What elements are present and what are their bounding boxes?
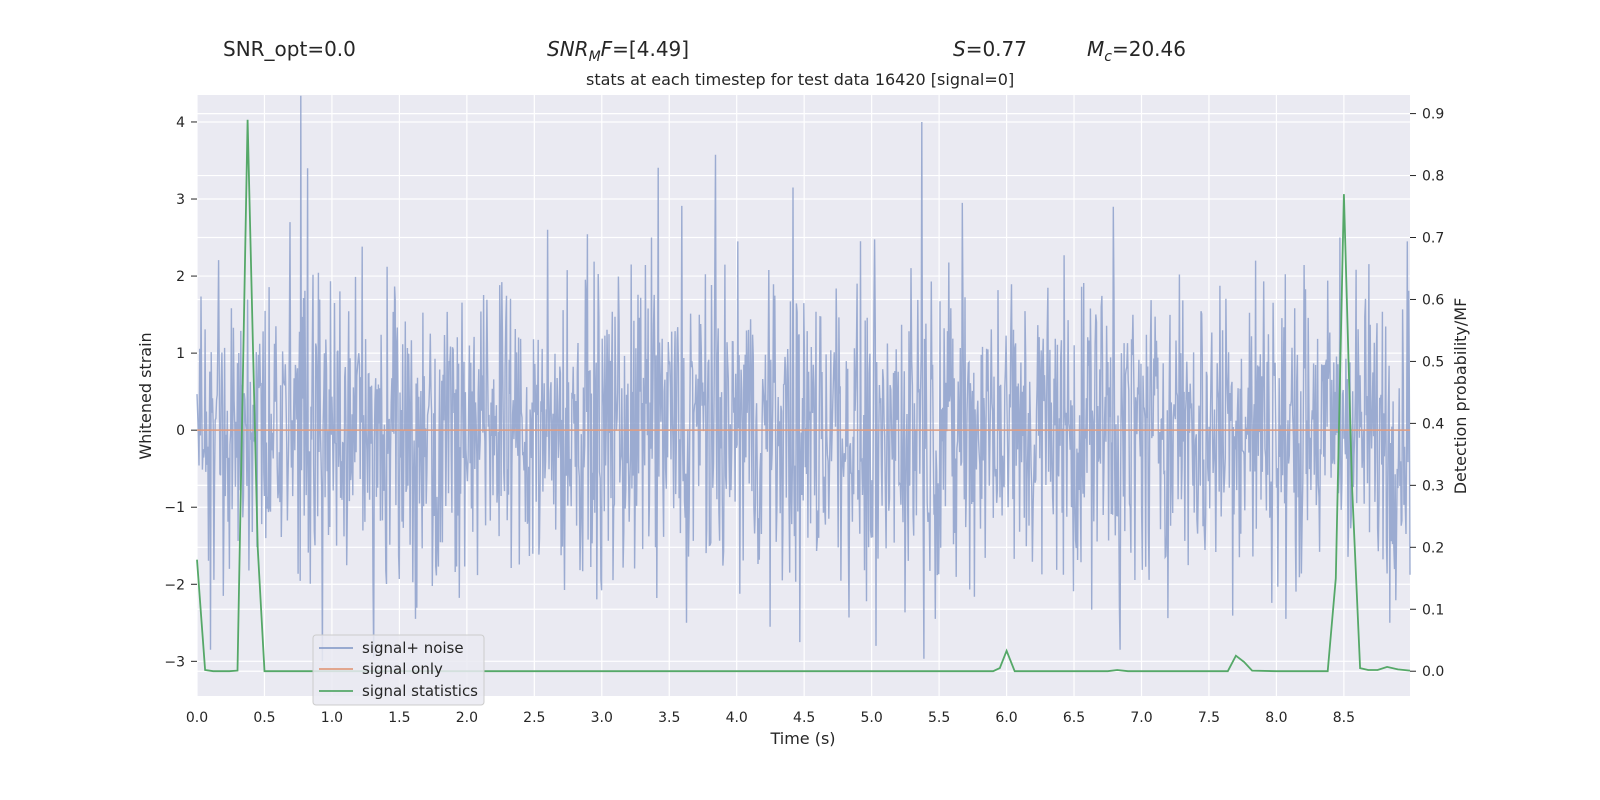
series-signal-statistics [196, 119, 1411, 673]
x-tick-label: 5.0 [861, 710, 883, 726]
y-tick-label: 2 [176, 269, 185, 285]
x-axis-label: Time (s) [769, 729, 835, 748]
x-tick-label: 2.0 [456, 710, 478, 726]
chart-title: stats at each timestep for test data 164… [586, 70, 1015, 89]
y-tick-label: 4 [176, 115, 185, 131]
x-tick-label: 4.0 [726, 710, 748, 726]
y2-tick-label: 0.0 [1422, 664, 1444, 680]
x-tick-label: 1.0 [321, 710, 343, 726]
y-tick-label: 0 [176, 423, 185, 439]
y-tick-label: −2 [164, 577, 185, 593]
x-tick-label: 8.5 [1333, 710, 1355, 726]
snr-mf-label: SNRMF=[4.49] [547, 37, 690, 65]
y2-tick-label: 0.3 [1422, 478, 1444, 494]
y2-axis-label: Detection probability/MF [1451, 298, 1470, 495]
x-tick-label: 6.0 [995, 710, 1017, 726]
y-tick-label: 1 [176, 346, 185, 362]
y2-tick-label: 0.8 [1422, 169, 1444, 185]
legend-label-signal-noise: signal+ noise [362, 639, 464, 657]
x-tick-label: 5.5 [928, 710, 950, 726]
legend-label-signal-statistics: signal statistics [362, 682, 478, 700]
x-tick-label: 7.0 [1130, 710, 1152, 726]
x-tick-label: 7.5 [1198, 710, 1220, 726]
y-axis-label: Whitened strain [136, 332, 155, 459]
x-tick-label: 3.5 [658, 710, 680, 726]
chirp-mass-label: Mc=20.46 [1087, 37, 1186, 65]
y2-tick-label: 0.7 [1422, 231, 1444, 247]
y2-tick-label: 0.4 [1422, 416, 1444, 432]
snr-opt-label: SNR_opt=0.0 [223, 37, 356, 61]
y2-tick-label: 0.9 [1422, 107, 1444, 123]
x-tick-label: 3.0 [591, 710, 613, 726]
x-tick-label: 0.5 [253, 710, 275, 726]
x-tick-label: 6.5 [1063, 710, 1085, 726]
y2-tick-label: 0.2 [1422, 540, 1444, 556]
y2-tick-label: 0.1 [1422, 602, 1444, 618]
s-stat-label: S=0.77 [953, 37, 1027, 61]
y-tick-label: 3 [176, 192, 185, 208]
y2-tick-label: 0.5 [1422, 354, 1444, 370]
x-tick-label: 1.5 [388, 710, 410, 726]
x-tick-label: 8.0 [1265, 710, 1287, 726]
legend-label-signal-only: signal only [362, 660, 443, 678]
x-tick-label: 0.0 [186, 710, 208, 726]
series-signal-noise [196, 95, 1411, 662]
y-tick-label: −1 [164, 500, 185, 516]
x-tick-label: 4.5 [793, 710, 815, 726]
y-tick-label: −3 [164, 654, 185, 670]
legend: signal+ noise signal only signal statist… [312, 634, 485, 706]
x-tick-label: 2.5 [523, 710, 545, 726]
legend-box [312, 634, 485, 706]
y2-tick-label: 0.6 [1422, 292, 1444, 308]
